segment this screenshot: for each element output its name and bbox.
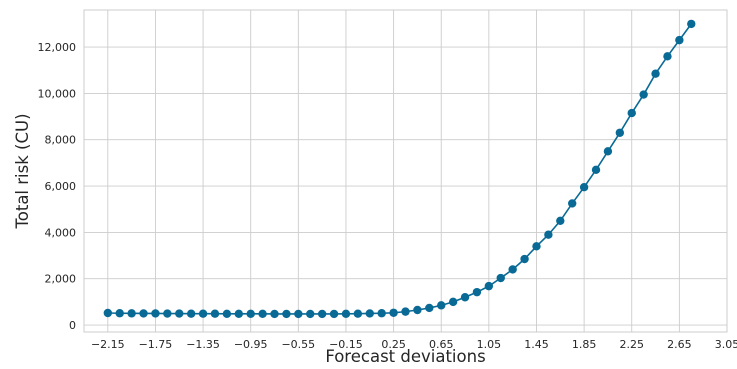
y-tick-label: 8,000 — [45, 134, 77, 147]
data-point — [508, 265, 517, 274]
data-point — [377, 309, 386, 318]
x-tick-label: −0.95 — [234, 338, 268, 351]
data-point — [294, 309, 303, 319]
data-point — [282, 309, 291, 319]
data-point — [270, 309, 279, 319]
x-tick-label: 1.85 — [572, 338, 597, 351]
data-point — [484, 281, 494, 291]
data-point — [687, 19, 696, 29]
y-tick-label: 10,000 — [38, 87, 77, 100]
data-point — [460, 293, 470, 302]
x-tick-label: −0.55 — [281, 338, 315, 351]
data-point — [627, 108, 636, 118]
x-tick-label: 0.65 — [429, 338, 454, 351]
data-point — [496, 273, 505, 283]
data-point — [234, 309, 243, 319]
data-point — [317, 309, 327, 319]
data-point — [151, 309, 160, 318]
data-point — [437, 301, 446, 310]
data-point — [115, 309, 124, 318]
data-point — [675, 35, 684, 45]
data-point — [472, 287, 482, 297]
data-point — [139, 309, 148, 318]
plot-area-border — [83, 9, 728, 333]
y-tick-label: 0 — [69, 319, 76, 332]
x-tick-label: 1.45 — [524, 338, 549, 351]
data-point — [591, 165, 601, 175]
data-point — [186, 309, 196, 318]
data-point — [210, 309, 220, 318]
grid-lines — [84, 10, 728, 332]
data-point — [663, 52, 672, 61]
data-point — [520, 254, 529, 264]
x-tick-label: 2.65 — [667, 338, 692, 351]
data-point — [103, 308, 113, 318]
x-tick-label: −0.15 — [329, 338, 363, 351]
data-point — [341, 309, 351, 319]
x-tick-label: 3.05 — [715, 338, 737, 351]
data-point — [544, 230, 553, 239]
y-tick-label: 2,000 — [45, 273, 77, 286]
y-tick-label: 4,000 — [45, 226, 77, 239]
data-point — [579, 183, 589, 192]
data-point — [175, 309, 184, 318]
x-tick-label: −1.75 — [139, 338, 173, 351]
x-tick-label: −1.35 — [186, 338, 220, 351]
data-point — [329, 309, 339, 319]
y-tick-label: 12,000 — [38, 41, 77, 54]
data-point — [639, 90, 648, 99]
data-point — [401, 307, 410, 316]
data-point — [568, 199, 577, 208]
tick-labels: −2.15 −1.75 −1.35 −0.95 −0.55 −0.15 0.25 0.65 1.… — [38, 41, 737, 351]
data-point — [353, 309, 363, 318]
x-tick-label: 1.05 — [477, 338, 502, 351]
data-point — [222, 309, 232, 319]
data-point — [127, 309, 136, 318]
data-point — [389, 308, 398, 317]
data-point — [365, 309, 374, 318]
x-tick-label: 0.25 — [381, 338, 406, 351]
data-point — [615, 128, 625, 137]
y-tick-label: 6,000 — [45, 180, 77, 193]
series-layer — [103, 19, 696, 319]
data-point — [413, 305, 422, 315]
x-tick-label: −2.15 — [91, 338, 125, 351]
data-point — [603, 147, 613, 156]
data-point — [425, 303, 434, 313]
data-point — [532, 242, 541, 251]
y-axis-title: Total risk (CU) — [13, 113, 32, 229]
data-point — [448, 297, 458, 307]
data-point — [258, 309, 267, 319]
data-point — [246, 309, 255, 319]
data-point — [556, 216, 565, 226]
data-point — [651, 69, 660, 78]
x-axis-title: Forecast deviations — [325, 347, 485, 366]
data-point — [306, 309, 315, 319]
x-tick-label: 2.25 — [619, 338, 644, 351]
data-point — [198, 309, 208, 318]
data-point — [163, 309, 172, 318]
